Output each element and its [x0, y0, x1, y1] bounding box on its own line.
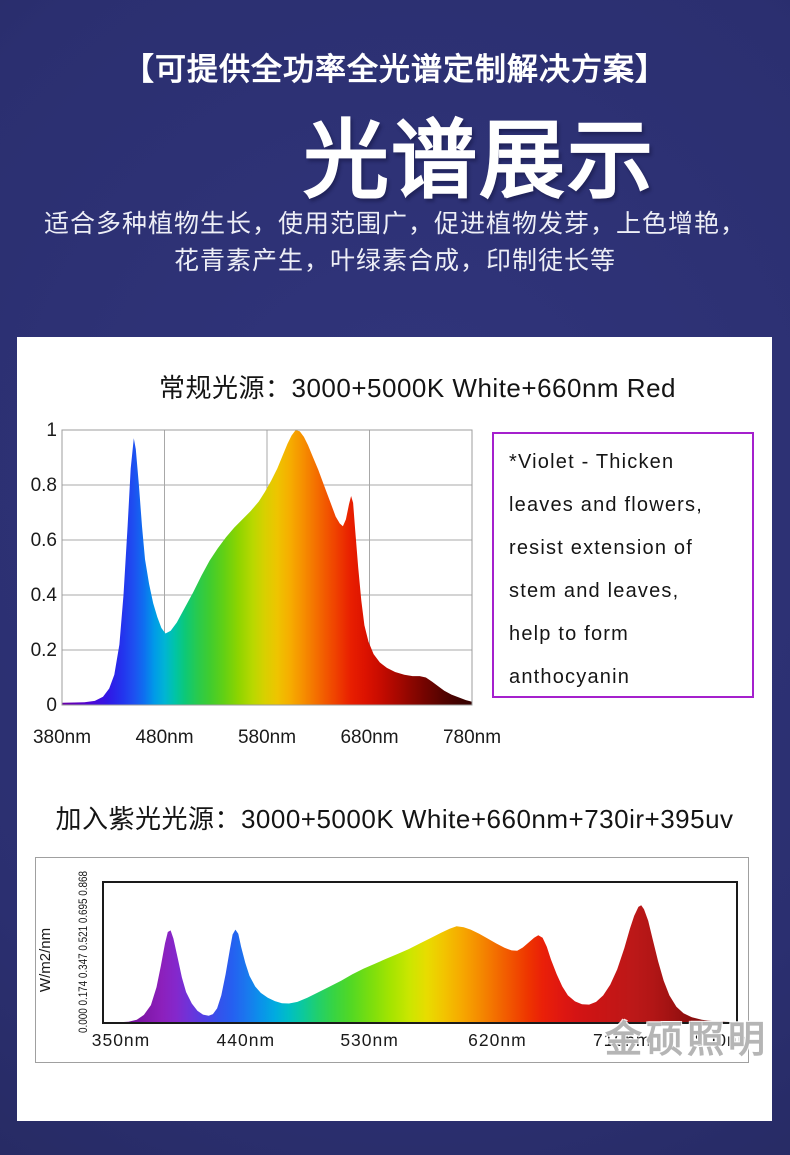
- subtitle-line-2: 花青素产生，叶绿素合成，印制徒长等: [173, 247, 616, 275]
- violet-note-line: resist extension of: [509, 537, 693, 559]
- y-tick-label: 0.4: [31, 585, 58, 606]
- y-tick-label: 0.2: [31, 640, 57, 661]
- violet-note-line: *Violet - Thicken: [509, 451, 675, 473]
- x-tick-label: 480nm: [135, 727, 193, 748]
- violet-note-box: *Violet - Thicken leaves and flowers, re…: [492, 432, 754, 698]
- violet-note-line: help to form: [509, 623, 630, 645]
- spectrum-chart-standard: 1 0.8 0.6 0.4 0.2 0 380nm 480nm 580nm 680nm 780nm: [31, 420, 500, 748]
- x-tick-label: 620nm: [468, 1030, 527, 1050]
- chart2-title: 加入紫光光源：3000+5000K White+660nm+730ir+395u…: [55, 804, 734, 834]
- main-title: 光谱展示: [303, 113, 655, 209]
- violet-note-line: anthocyanin: [509, 666, 631, 688]
- subtitle: 适合多种植物生长，使用范围广，促进植物发芽，上色增艳， 花青素产生，叶绿素合成，…: [0, 206, 790, 280]
- violet-note-line: stem and leaves,: [509, 580, 680, 602]
- spectrum-chart-uv: 350nm 440nm 530nm 620nm 710nm 800nm W/m2/nm 0.0…: [37, 871, 749, 1050]
- subtitle-line-1: 适合多种植物生长，使用范围广，促进植物发芽，上色增艳，: [43, 210, 746, 238]
- y-tick-label: 0: [46, 695, 57, 716]
- chart1-title: 常规光源：3000+5000K White+660nm Red: [159, 373, 676, 403]
- x-tick-label: 380nm: [33, 727, 91, 748]
- x-tick-label: 710nm: [593, 1030, 652, 1050]
- chart2-frame: 350nm 440nm 530nm 620nm 710nm 800nm W/m2/nm 0.0…: [35, 857, 749, 1063]
- y-axis-ticks-rotated: 0.000 0.174 0.347 0.521 0.695 0.868: [78, 871, 90, 1033]
- y-tick-label: 0.6: [31, 530, 57, 551]
- y-tick-label: 0.8: [31, 475, 57, 496]
- x-tick-label: 780nm: [443, 727, 500, 748]
- x-tick-label: 440nm: [217, 1030, 276, 1050]
- content-panel: 常规光源：3000+5000K White+660nm Red 1 0.8 0.6 0…: [17, 337, 772, 1121]
- x-tick-label: 580nm: [238, 727, 296, 748]
- spectrum-area: [62, 430, 472, 705]
- x-tick-label: 350nm: [92, 1030, 151, 1050]
- plot-border: [102, 881, 738, 1024]
- plot-border: [61, 429, 473, 706]
- spectrum-area: [103, 905, 737, 1023]
- x-tick-label: 680nm: [340, 727, 398, 748]
- y-axis-title: W/m2/nm: [37, 928, 54, 992]
- x-tick-label: 530nm: [340, 1030, 399, 1050]
- x-tick-label: 800nm: [695, 1030, 749, 1050]
- y-tick-label: 1: [46, 420, 57, 441]
- watermark: 金硕照明: [605, 1019, 769, 1060]
- violet-note-line: leaves and flowers,: [509, 494, 704, 516]
- header-tagline: 【可提供全功率全光谱定制解决方案】: [123, 52, 667, 87]
